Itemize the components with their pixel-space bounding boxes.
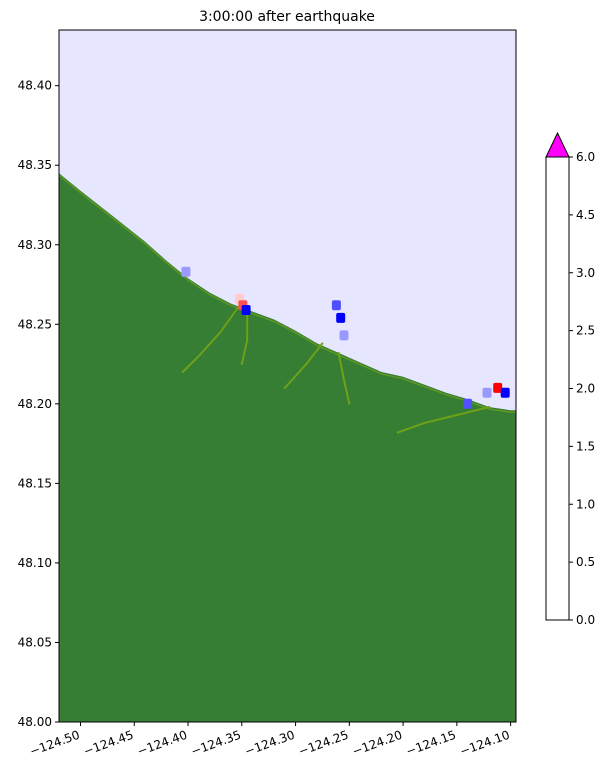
x-tick-label: −124.20 bbox=[350, 728, 404, 759]
y-tick-label: 48.40 bbox=[18, 79, 52, 93]
colorbar-tick-label: 2.0 bbox=[576, 382, 595, 396]
x-tick-label: −124.40 bbox=[135, 728, 189, 759]
chart-title: 3:00:00 after earthquake bbox=[199, 9, 375, 25]
y-axis: 48.00 48.05 48.10 48.15 48.20 48.25 48.30 48.35… bbox=[18, 79, 59, 729]
inundation-patch bbox=[336, 312, 346, 323]
x-tick-label: −124.45 bbox=[82, 728, 136, 759]
inundation-patch bbox=[241, 305, 251, 315]
y-tick-label: 48.35 bbox=[18, 158, 52, 172]
inundation-patch bbox=[188, 257, 198, 268]
inundation-patch bbox=[482, 387, 492, 398]
inundation-patch bbox=[479, 30, 510, 68]
colorbar-tick-label: 2.5 bbox=[576, 324, 595, 338]
x-axis: −124.50 −124.45 −124.40 −124.35 −124.30 −124.… bbox=[28, 722, 512, 759]
colorbar-tick-label: 0.0 bbox=[576, 613, 595, 627]
y-tick-label: 48.05 bbox=[18, 635, 52, 649]
inundation-patch bbox=[309, 300, 319, 311]
inundation-patch bbox=[331, 300, 341, 311]
inundation-patch bbox=[339, 330, 349, 341]
x-tick-label: −124.15 bbox=[404, 728, 458, 759]
river bbox=[396, 406, 491, 434]
shoreline bbox=[59, 174, 516, 413]
river bbox=[240, 310, 249, 366]
x-tick-label: −124.10 bbox=[458, 728, 512, 759]
colorbar-tick-label: 6.0 bbox=[576, 150, 595, 164]
y-tick-label: 48.20 bbox=[18, 397, 52, 411]
plot-area bbox=[58, 29, 517, 723]
x-tick-label: −124.50 bbox=[28, 728, 82, 759]
land-area bbox=[59, 173, 516, 722]
y-tick-label: 48.30 bbox=[18, 238, 52, 252]
colorbar-tick-label: 0.5 bbox=[576, 555, 595, 569]
inundation-patch bbox=[493, 382, 503, 393]
colorbar-frame bbox=[545, 156, 570, 621]
inundation-patch bbox=[285, 257, 295, 268]
river bbox=[337, 351, 351, 405]
colorbar: 0.0 0.5 1.0 1.5 2.0 2.5 3.0 4.5 6.0 bbox=[545, 131, 595, 627]
river bbox=[283, 342, 324, 389]
x-tick-label: −124.25 bbox=[297, 728, 351, 759]
inundation-patch bbox=[210, 268, 220, 279]
river bbox=[181, 304, 241, 373]
colorbar-tick-label: 4.5 bbox=[576, 208, 595, 222]
colorbar-tick-label: 1.5 bbox=[576, 439, 595, 453]
colorbar-tick-label: 3.0 bbox=[576, 266, 595, 280]
x-tick-label: −124.30 bbox=[243, 728, 297, 759]
y-tick-label: 48.00 bbox=[18, 715, 52, 729]
inundation-patch bbox=[181, 266, 191, 277]
x-tick-label: −124.35 bbox=[189, 728, 243, 759]
plot-frame bbox=[58, 29, 517, 723]
inundation-patch bbox=[226, 274, 236, 285]
y-tick-label: 48.25 bbox=[18, 317, 52, 331]
y-tick-label: 48.15 bbox=[18, 476, 52, 490]
colorbar-tick-label: 1.0 bbox=[576, 497, 595, 511]
inundation-patch bbox=[463, 398, 473, 409]
colorbar-extend-arrow bbox=[545, 131, 570, 158]
y-tick-label: 48.10 bbox=[18, 556, 52, 570]
inundation-patch bbox=[500, 387, 510, 398]
